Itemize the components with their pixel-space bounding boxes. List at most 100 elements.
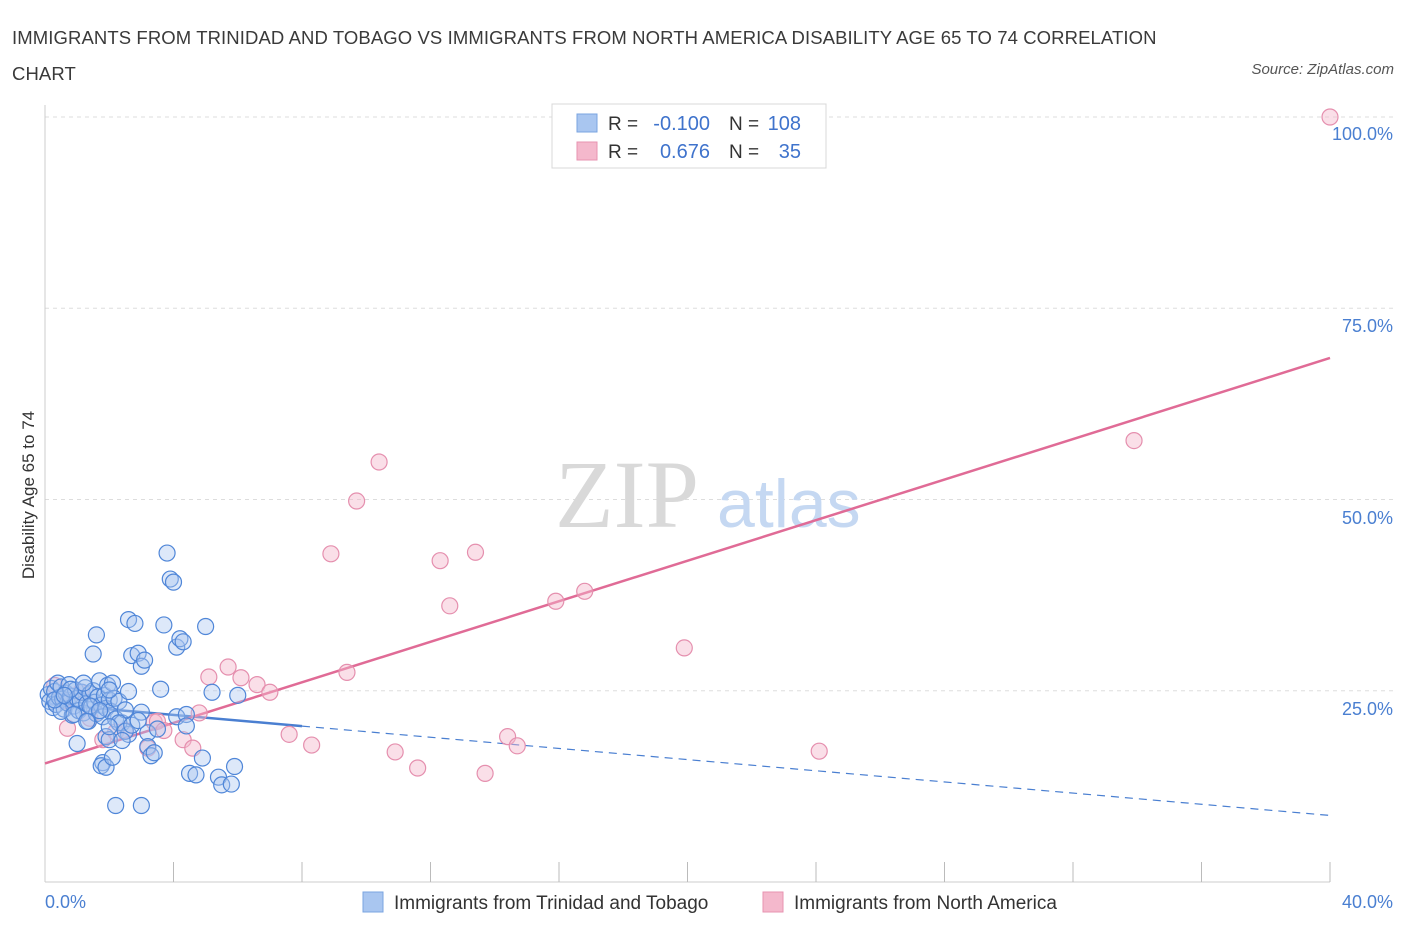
point-north-america: [200, 668, 218, 686]
point-north-america: [476, 764, 494, 782]
point-trinidad: [155, 616, 173, 634]
legend-n-label-blue: N =: [729, 114, 759, 135]
point-trinidad: [100, 718, 118, 736]
point-trinidad: [55, 686, 73, 704]
point-trinidad: [171, 630, 189, 648]
y-tick-label-75: 75.0%: [1342, 316, 1393, 336]
point-trinidad: [158, 544, 176, 562]
point-north-america: [466, 543, 485, 561]
point-trinidad: [161, 570, 179, 588]
point-trinidad: [103, 748, 122, 766]
point-north-america: [232, 669, 250, 687]
point-north-america: [303, 736, 321, 754]
point-trinidad: [129, 644, 147, 662]
correlation-legend: R = -0.100 N = 108 R = 0.676 N = 35: [551, 103, 827, 169]
point-trinidad: [46, 691, 64, 709]
legend-r-value-pink: 0.676: [660, 141, 710, 163]
point-north-america: [1321, 108, 1339, 126]
trend-line-north-america: [44, 356, 1331, 765]
point-trinidad: [100, 681, 118, 699]
point-trinidad: [135, 651, 154, 669]
chart-title: IMMIGRANTS FROM TRINIDAD AND TOBAGO VS I…: [12, 27, 1157, 84]
point-trinidad: [97, 758, 115, 776]
point-trinidad: [152, 680, 170, 698]
watermark-atlas: atlas: [717, 466, 861, 542]
point-trinidad: [119, 682, 138, 701]
point-trinidad: [193, 749, 212, 767]
x-tick-label-max: 40.0%: [1342, 892, 1393, 912]
series-legend: Immigrants from Trinidad and Tobago Immi…: [362, 891, 1057, 914]
point-trinidad: [164, 573, 183, 591]
point-trinidad: [187, 766, 205, 784]
source-credit: Source: ZipAtlas.com: [1251, 61, 1394, 78]
point-trinidad: [203, 683, 221, 701]
point-trinidad: [100, 731, 118, 749]
point-north-america: [1125, 431, 1143, 450]
point-trinidad: [84, 645, 102, 663]
point-north-america: [810, 742, 828, 760]
point-trinidad: [139, 737, 157, 756]
series-legend-label-pink: Immigrants from North America: [794, 893, 1057, 914]
point-trinidad: [142, 747, 160, 765]
y-axis-label: Disability Age 65 to 74: [19, 411, 38, 579]
trend-line-trinidad-solid: [44, 702, 303, 728]
point-trinidad: [78, 712, 96, 730]
point-trinidad: [87, 626, 106, 644]
point-north-america: [409, 759, 427, 777]
trend-line-trinidad-dashed: [301, 725, 1331, 817]
point-trinidad: [145, 744, 163, 762]
point-trinidad: [129, 711, 147, 730]
legend-swatch-pink: [576, 141, 598, 161]
point-north-america: [322, 545, 340, 563]
point-north-america: [370, 453, 388, 471]
point-north-america: [386, 743, 404, 761]
point-north-america: [248, 676, 266, 694]
blue-points: [39, 544, 247, 815]
legend-n-value-pink: 35: [779, 141, 801, 163]
point-trinidad: [126, 614, 144, 633]
point-trinidad: [174, 633, 192, 651]
legend-box: [551, 103, 827, 169]
legend-n-label-pink: N =: [729, 142, 759, 163]
point-north-america: [58, 719, 77, 737]
series-legend-swatch-blue: [362, 891, 384, 913]
point-north-america: [431, 552, 449, 570]
point-north-america: [508, 737, 526, 755]
series-legend-label-blue: Immigrants from Trinidad and Tobago: [394, 893, 708, 914]
point-trinidad: [105, 689, 123, 708]
point-trinidad: [229, 686, 247, 704]
gridlines: [45, 116, 1395, 692]
point-trinidad: [91, 702, 109, 720]
point-trinidad: [132, 796, 150, 815]
point-north-america: [547, 592, 565, 610]
point-trinidad: [148, 720, 167, 738]
point-north-america: [675, 639, 693, 657]
point-north-america: [348, 492, 366, 510]
point-trinidad: [119, 725, 138, 743]
point-north-america: [219, 658, 237, 676]
point-trinidad: [68, 734, 86, 753]
x-ticks: [173, 862, 1331, 882]
point-trinidad: [74, 674, 93, 692]
point-trinidad: [197, 617, 215, 636]
point-trinidad: [95, 686, 114, 704]
x-tick-label-min: 0.0%: [45, 892, 86, 912]
legend-r-value-blue: -0.100: [653, 113, 710, 135]
watermark-zip: ZIP: [555, 441, 699, 548]
point-north-america: [261, 683, 279, 701]
point-trinidad: [97, 728, 115, 746]
point-trinidad: [213, 776, 231, 794]
point-north-america: [576, 582, 594, 600]
point-trinidad: [222, 775, 240, 793]
legend-n-value-blue: 108: [768, 113, 801, 135]
trend-lines: [44, 356, 1331, 817]
point-trinidad: [116, 722, 134, 740]
y-tick-label-50: 50.0%: [1342, 508, 1393, 528]
y-tick-label-25: 25.0%: [1342, 699, 1393, 719]
point-trinidad: [225, 757, 244, 776]
y-tick-label-100: 100.0%: [1332, 124, 1393, 144]
point-north-america: [338, 663, 356, 681]
point-north-america: [441, 597, 459, 615]
point-trinidad: [177, 717, 195, 735]
